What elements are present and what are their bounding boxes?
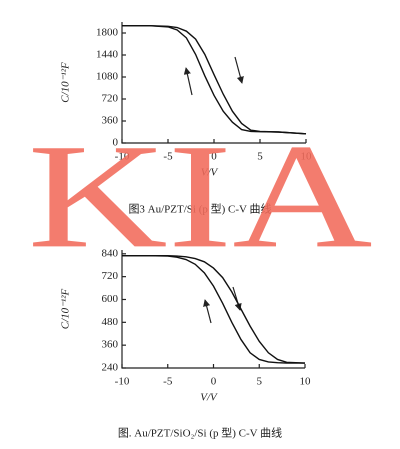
y-tick-label: 480: [102, 316, 119, 328]
cv-curve: [122, 24, 307, 135]
x-tick-label: -10: [115, 376, 130, 388]
y-tick-label: 360: [102, 115, 119, 127]
x-tick-label: 10: [300, 376, 312, 388]
x-tick-label: 10: [301, 151, 313, 163]
watermark: KIA: [28, 113, 373, 279]
y-tick-label: 600: [102, 293, 119, 305]
y-tick-label: 1800: [96, 27, 119, 39]
y-tick-label: 1080: [96, 71, 119, 83]
y-tick-label: 840: [102, 247, 119, 259]
caption: 图. Au/PZT/SiO₂/Si (p 型) C-V 曲线: [118, 426, 282, 440]
x-axis-label: V/V: [200, 392, 218, 404]
y-tick-label: 360: [102, 339, 119, 351]
x-tick-label: 5: [257, 151, 263, 163]
x-tick-label: 0: [211, 376, 217, 388]
y-tick-label: 1440: [96, 49, 119, 61]
cv-curve: [122, 255, 306, 364]
x-tick-label: -5: [163, 151, 173, 163]
cv-curve: [122, 255, 305, 364]
x-tick-label: 5: [257, 376, 263, 388]
arrow-up: [203, 299, 212, 324]
caption: 图3 Au/PZT/Si (p 型) C-V 曲线: [128, 202, 271, 216]
y-tick-label: 720: [102, 93, 119, 105]
x-axis-label: V/V: [201, 167, 219, 179]
y-tick-label: 0: [113, 137, 119, 149]
x-tick-label: 0: [211, 151, 217, 163]
x-tick-label: -5: [163, 376, 173, 388]
x-tick-label: -10: [115, 151, 130, 163]
y-tick-label: 720: [102, 270, 119, 282]
y-tick-label: 240: [102, 362, 119, 374]
arrow-down: [234, 56, 244, 84]
y-axis-label: C/10⁻¹²F: [60, 288, 72, 329]
arrow-up: [183, 67, 193, 96]
y-axis-label: C/10⁻¹²F: [60, 62, 72, 103]
